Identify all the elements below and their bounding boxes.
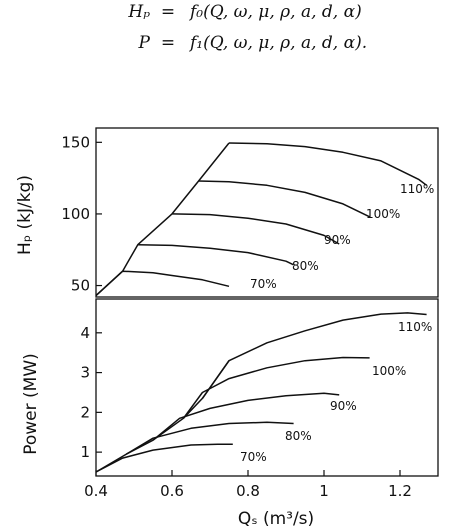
curve-110pct <box>228 142 428 186</box>
curve-label-80pct: 80% <box>292 259 319 273</box>
y-tick-label: 100 <box>61 205 90 223</box>
equation-2-lhs: P <box>138 33 150 53</box>
curve-80pct <box>137 243 294 266</box>
x-tick-label: 0.4 <box>84 482 108 500</box>
x-tick-label: 0.8 <box>236 482 260 500</box>
curve-80pct <box>126 421 294 455</box>
curve-label-90pct: 90% <box>330 399 357 413</box>
curve-label-110pct: 110% <box>398 320 432 334</box>
equation-2-rhs: f₁(Q, ω, μ, ρ, a, d, α). <box>190 33 368 53</box>
curve-label-100pct: 100% <box>372 364 406 378</box>
y-tick-label: 50 <box>71 277 90 295</box>
curve-label-90pct: 90% <box>324 233 351 247</box>
curve-110pct <box>201 312 427 399</box>
equation-2: P = f₁(Q, ω, μ, ρ, a, d, α). <box>90 33 390 57</box>
equation-1-lhs: Hₚ <box>128 2 150 22</box>
equation-2-equals: = <box>160 33 176 53</box>
equation-1-rhs: f₀(Q, ω, μ, ρ, a, d, α) <box>190 2 362 22</box>
y-tick-label: 2 <box>80 403 90 421</box>
x-tick-label: 1 <box>319 482 329 500</box>
curve-label-70pct: 70% <box>250 277 277 291</box>
equation-1-equals: = <box>160 2 176 22</box>
curve-100pct <box>198 180 370 218</box>
head-chart: 50 100 150 70% 80% 90% 100%110% <box>61 127 439 298</box>
power-axis-title: Power (MW) <box>21 353 41 455</box>
y-tick-label: 4 <box>80 324 90 342</box>
x-tick-label: 0.6 <box>160 482 184 500</box>
power-chart: 1 2 3 4 0.4 0.6 0.8 1 1.2 70% 80% 90% 100% 110% <box>80 298 439 500</box>
curve-90pct <box>171 213 340 245</box>
head-axis-title: Hₚ (kJ/kg) <box>15 175 35 255</box>
y-tick-label: 150 <box>61 133 90 151</box>
plot-frame <box>95 298 439 477</box>
envelope-curve <box>95 142 230 297</box>
curve-label-70pct: 70% <box>240 450 267 464</box>
curve-label-110pct: 110% <box>400 182 434 196</box>
flow-axis-title: Qₛ (m³/s) <box>238 509 314 529</box>
x-tick-label: 1.2 <box>388 482 412 500</box>
equation-1: Hₚ = f₀(Q, ω, μ, ρ, a, d, α) <box>90 2 390 26</box>
plot-frame <box>95 127 439 298</box>
curve-label-100pct: 100% <box>366 207 400 221</box>
curve-100pct <box>182 356 370 419</box>
envelope-curve <box>95 360 230 473</box>
curve-label-80pct: 80% <box>285 429 312 443</box>
curve-90pct <box>152 392 340 441</box>
y-tick-label: 1 <box>80 443 90 461</box>
curve-70pct <box>95 270 230 297</box>
curve-70pct <box>95 443 233 473</box>
y-tick-label: 3 <box>80 364 90 382</box>
